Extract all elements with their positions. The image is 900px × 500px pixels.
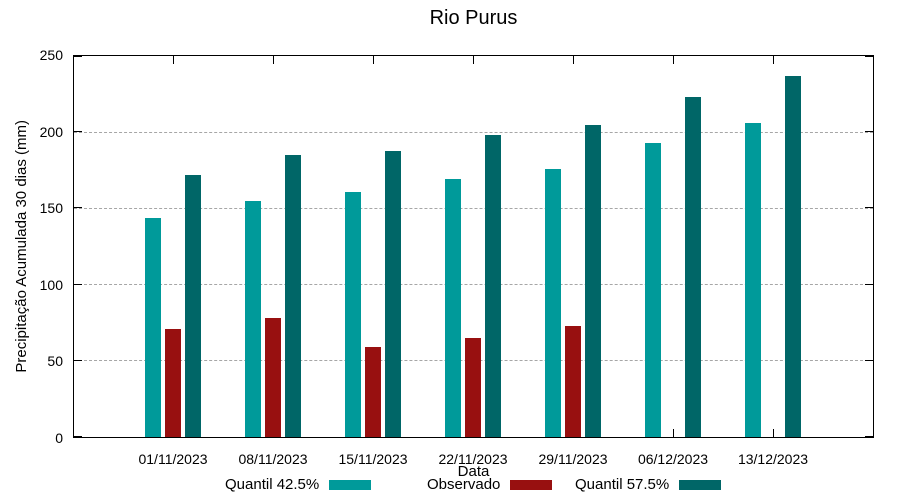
bar-quantil-57-5-29-11-2023	[585, 124, 601, 437]
y-tick-label: 100	[39, 276, 63, 293]
bar-quantil-42-5-08-11-2023	[245, 200, 261, 437]
y-tick-label: 250	[39, 47, 63, 63]
x-tick-mark	[773, 429, 774, 437]
bar-quantil-42-5-22-11-2023	[445, 179, 461, 437]
bar-quantil-42-5-01-11-2023	[145, 217, 161, 437]
y-tick-label: 150	[39, 200, 63, 217]
bar-quantil-42-5-06-12-2023	[645, 142, 661, 437]
bar-quantil-57-5-01-11-2023	[185, 174, 201, 437]
y-tick-mark	[865, 283, 873, 285]
y-tick-label: 200	[39, 123, 63, 140]
bar-quantil-57-5-15-11-2023	[385, 150, 401, 437]
y-tick-mark	[865, 207, 873, 209]
bar-observado-08-11-2023	[265, 318, 281, 437]
x-tick-mark	[673, 429, 674, 437]
x-tick-label-01-11-2023: 01/11/2023	[138, 451, 208, 467]
x-tick-mark	[473, 56, 474, 64]
y-axis-title-wrap: Precipitação Acumulada 30 dias (mm)	[6, 55, 36, 438]
y-tick-mark	[865, 359, 873, 361]
x-tick-label-13-12-2023: 13/12/2023	[737, 451, 809, 467]
x-tick-mark	[773, 56, 774, 64]
x-tick-label-15-11-2023: 15/11/2023	[338, 451, 408, 467]
legend-swatch-quantil-57-5	[679, 480, 722, 490]
x-tick-mark	[173, 56, 174, 64]
y-tick-mark	[865, 131, 873, 133]
y-tick-label: 50	[47, 353, 63, 370]
y-tick-mark	[865, 56, 873, 57]
y-tick-mark	[74, 207, 82, 209]
bar-quantil-42-5-13-12-2023	[745, 123, 761, 437]
y-tick-mark	[74, 131, 82, 133]
x-tick-mark	[373, 56, 374, 64]
gridline-100	[74, 284, 873, 286]
gridline-200	[74, 131, 873, 133]
legend-swatch-observado	[510, 480, 553, 490]
x-tick-mark	[573, 56, 574, 64]
y-tick-mark	[74, 436, 82, 437]
legend-swatch-quantil-42-5	[329, 480, 372, 490]
y-tick-label: 0	[55, 430, 63, 446]
bar-observado-01-11-2023	[165, 328, 181, 437]
bar-observado-15-11-2023	[365, 347, 381, 437]
plot-area	[73, 55, 874, 438]
bar-quantil-57-5-13-12-2023	[785, 75, 801, 437]
bar-quantil-57-5-06-12-2023	[685, 97, 701, 437]
y-axis-title: Precipitação Acumulada 30 dias (mm)	[12, 120, 30, 373]
x-tick-label-29-11-2023: 29/11/2023	[538, 451, 608, 467]
y-tick-mark	[865, 436, 873, 437]
bar-quantil-42-5-15-11-2023	[345, 191, 361, 437]
x-tick-mark	[273, 56, 274, 64]
chart-title: Rio Purus	[429, 7, 518, 29]
y-tick-mark	[74, 56, 82, 57]
y-tick-mark	[74, 283, 82, 285]
bar-observado-29-11-2023	[565, 325, 581, 437]
x-tick-label-22-11-2023: 22/11/2023	[438, 451, 508, 467]
bar-quantil-57-5-08-11-2023	[285, 155, 301, 437]
bar-quantil-57-5-22-11-2023	[485, 135, 501, 437]
x-axis-title: Data	[457, 463, 490, 480]
bar-observado-22-11-2023	[465, 337, 481, 437]
x-tick-label-06-12-2023: 06/12/2023	[637, 451, 709, 467]
y-tick-mark	[74, 359, 82, 361]
x-tick-mark	[673, 56, 674, 64]
x-tick-label-08-11-2023: 08/11/2023	[238, 451, 308, 467]
bar-quantil-42-5-29-11-2023	[545, 168, 561, 437]
gridline-150	[74, 207, 873, 209]
